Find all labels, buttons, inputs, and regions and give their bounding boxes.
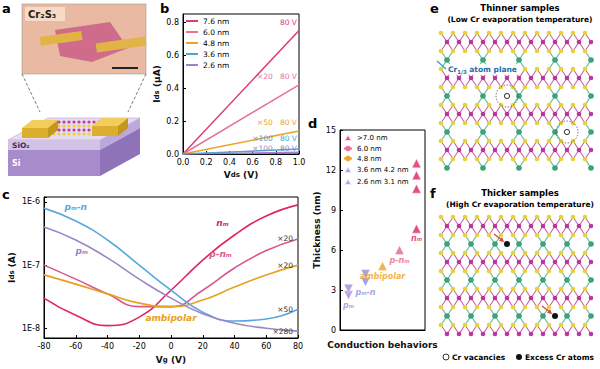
svg-text:3.6 nm 4.2 nm: 3.6 nm 4.2 nm xyxy=(357,166,409,174)
svg-text:4.8 nm: 4.8 nm xyxy=(203,39,229,48)
svg-text:V: V xyxy=(224,170,231,180)
svg-text:(A): (A) xyxy=(7,252,17,270)
svg-text:g: g xyxy=(162,355,168,364)
svg-text:Si: Si xyxy=(12,159,21,168)
svg-text:80: 80 xyxy=(293,342,303,351)
svg-text:e: e xyxy=(430,1,439,16)
svg-text:×20 80 V: ×20 80 V xyxy=(257,72,298,81)
svg-text:1E-8: 1E-8 xyxy=(22,324,40,333)
svg-text:-20: -20 xyxy=(133,342,146,351)
svg-text:(V): (V) xyxy=(168,355,186,365)
svg-text:p-nₘ: p-nₘ xyxy=(208,249,232,259)
svg-text:I: I xyxy=(6,279,17,283)
svg-text:ambipolar: ambipolar xyxy=(145,313,197,323)
svg-text:2.6 nm 3.1 nm: 2.6 nm 3.1 nm xyxy=(357,178,409,186)
svg-text:ds: ds xyxy=(8,270,16,279)
svg-text:3.6 nm: 3.6 nm xyxy=(203,50,229,59)
svg-text:nₘ: nₘ xyxy=(411,234,422,243)
svg-text:0: 0 xyxy=(168,342,173,351)
svg-text:4.8 nm: 4.8 nm xyxy=(357,155,382,163)
svg-text:Cr₂S₃: Cr₂S₃ xyxy=(28,9,56,20)
svg-text:SiO₂: SiO₂ xyxy=(12,141,30,150)
svg-text:×20: ×20 xyxy=(277,234,293,243)
svg-text:×100 80 V: ×100 80 V xyxy=(252,144,298,153)
svg-text:9: 9 xyxy=(331,206,336,215)
svg-text:(High Cr evaporation temperatu: (High Cr evaporation temperature) xyxy=(446,200,594,209)
svg-text:1E-6: 1E-6 xyxy=(22,197,40,206)
svg-text:×50 80 V: ×50 80 V xyxy=(257,118,298,127)
svg-text:I: I xyxy=(151,99,162,103)
svg-text:15: 15 xyxy=(326,126,336,135)
svg-text:0.2: 0.2 xyxy=(166,117,179,126)
svg-text:-60: -60 xyxy=(69,342,82,351)
svg-text:nₘ: nₘ xyxy=(216,218,228,228)
svg-text:×50: ×50 xyxy=(277,305,293,314)
svg-text:Thickness (nm): Thickness (nm) xyxy=(312,191,322,268)
svg-text:0.2: 0.2 xyxy=(200,158,213,167)
svg-text:Cr vacancies: Cr vacancies xyxy=(452,353,506,362)
svg-text:×100 80 V: ×100 80 V xyxy=(252,134,298,143)
svg-text:1.0: 1.0 xyxy=(293,158,306,167)
svg-text:2.6 nm: 2.6 nm xyxy=(203,61,229,70)
svg-text:0: 0 xyxy=(331,326,336,335)
svg-text:6.0 nm: 6.0 nm xyxy=(203,28,229,37)
svg-text:0.6: 0.6 xyxy=(246,158,259,167)
svg-text:ambipolar: ambipolar xyxy=(360,272,407,281)
svg-text:f: f xyxy=(430,186,436,201)
svg-text:0.0: 0.0 xyxy=(166,149,179,159)
svg-text:0.0: 0.0 xyxy=(177,158,190,167)
svg-text:0.4: 0.4 xyxy=(223,158,236,167)
svg-text:(μA): (μA) xyxy=(152,65,162,90)
svg-text:0.8: 0.8 xyxy=(269,158,282,167)
svg-text:d: d xyxy=(308,116,317,131)
svg-text:-40: -40 xyxy=(101,342,114,351)
svg-text:0.4: 0.4 xyxy=(166,84,179,93)
svg-text:80 V: 80 V xyxy=(280,18,298,27)
svg-text:V: V xyxy=(156,355,163,365)
svg-text:ds: ds xyxy=(231,171,240,179)
svg-text:7.6 nm: 7.6 nm xyxy=(203,17,229,26)
svg-text:Excess Cr atoms: Excess Cr atoms xyxy=(525,353,594,362)
svg-text:pₘ-n: pₘ-n xyxy=(354,288,375,297)
svg-text:0.6: 0.6 xyxy=(166,51,179,60)
svg-text:a: a xyxy=(2,1,11,16)
svg-text:6: 6 xyxy=(331,246,336,255)
svg-text:-80: -80 xyxy=(37,342,50,351)
svg-text:(V): (V) xyxy=(240,170,258,180)
svg-text:×280: ×280 xyxy=(272,327,293,336)
svg-text:12: 12 xyxy=(326,166,336,175)
svg-text:pₘ-n: pₘ-n xyxy=(63,202,87,212)
svg-text:pₘ: pₘ xyxy=(75,246,88,256)
svg-text:1E-7: 1E-7 xyxy=(22,261,40,270)
svg-text:Conduction behaviors: Conduction behaviors xyxy=(327,340,437,350)
svg-text:20: 20 xyxy=(198,342,208,351)
svg-text:>7.0 nm: >7.0 nm xyxy=(357,134,388,142)
svg-text:Cr1/3 atom plane: Cr1/3 atom plane xyxy=(448,65,517,75)
svg-text:×20: ×20 xyxy=(277,261,293,270)
svg-text:40: 40 xyxy=(229,342,239,351)
svg-text:6.0 nm: 6.0 nm xyxy=(357,145,382,153)
svg-text:0.8: 0.8 xyxy=(166,18,179,27)
svg-text:Thinner samples: Thinner samples xyxy=(480,3,559,13)
svg-text:pₘ: pₘ xyxy=(342,301,354,310)
svg-text:Thicker samples: Thicker samples xyxy=(481,188,559,198)
svg-text:b: b xyxy=(160,1,169,16)
svg-text:ds: ds xyxy=(153,90,161,99)
svg-text:60: 60 xyxy=(261,342,271,351)
svg-text:(Low Cr evaporation temperatur: (Low Cr evaporation temperature) xyxy=(447,15,592,24)
svg-text:3: 3 xyxy=(331,286,336,295)
svg-text:p-nₘ: p-nₘ xyxy=(388,256,409,265)
svg-text:c: c xyxy=(2,187,10,202)
